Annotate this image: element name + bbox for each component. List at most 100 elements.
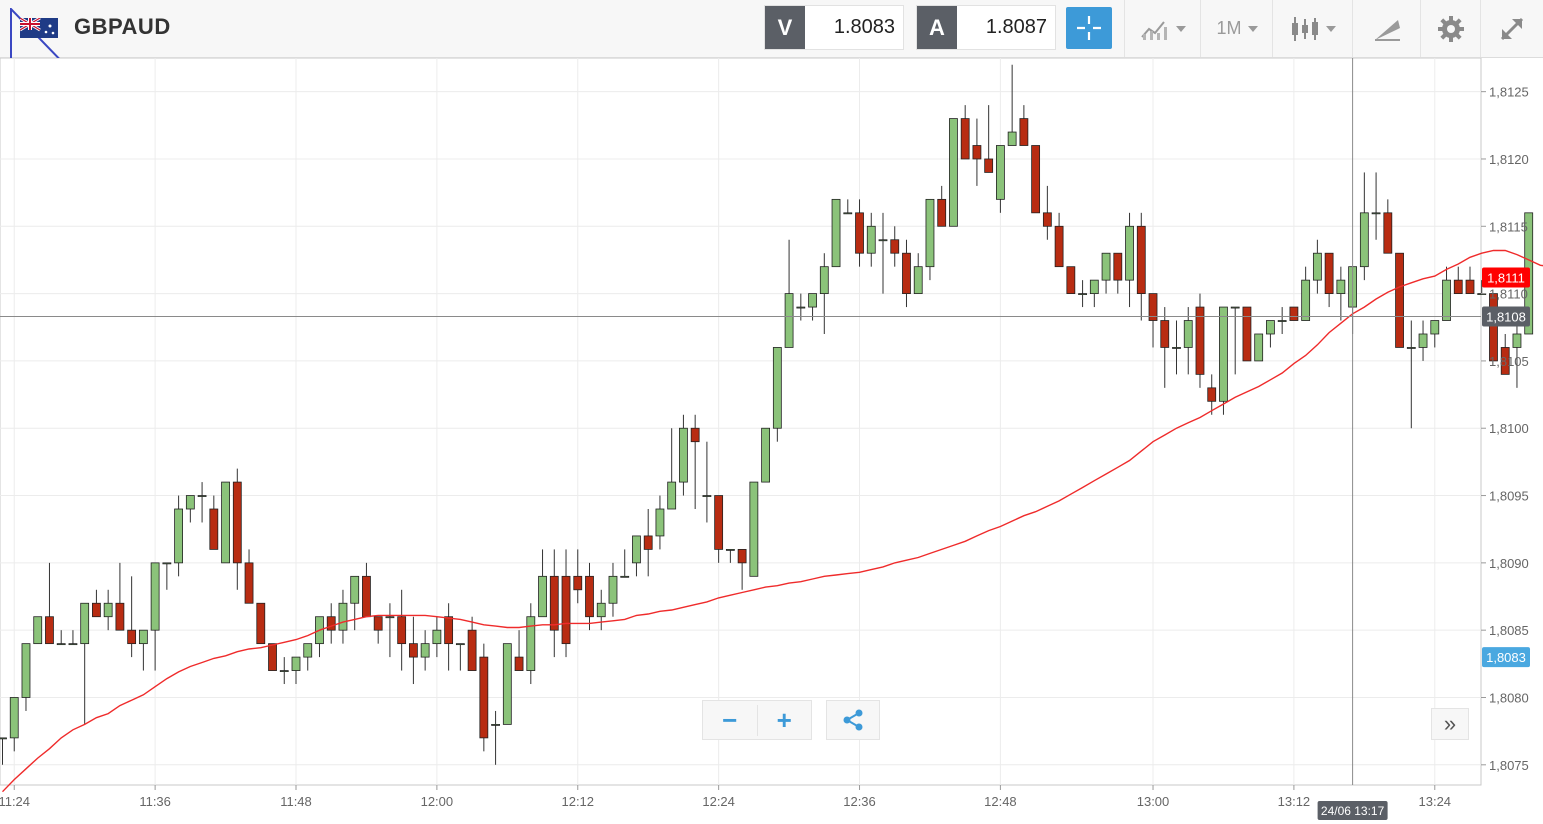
candle-body (1277, 320, 1287, 322)
x-tick-label: 13:12 (1278, 794, 1311, 809)
current-price-tag-bg (1482, 647, 1530, 668)
candle-body (843, 212, 853, 215)
candle-body (444, 616, 454, 645)
candle (749, 481, 759, 577)
candle-body (808, 293, 817, 308)
candle (608, 562, 618, 617)
candle (467, 616, 477, 671)
candle (385, 603, 395, 658)
candle (397, 589, 407, 671)
candle (831, 198, 841, 268)
candle (1207, 374, 1217, 415)
candle-body (150, 562, 160, 631)
candle-body (749, 481, 759, 577)
candle (1054, 212, 1064, 268)
share-button[interactable] (826, 700, 880, 740)
candle (1219, 306, 1228, 415)
candle (303, 643, 313, 671)
candle-body (1430, 320, 1440, 335)
candle-body (1406, 347, 1416, 349)
sell-price-box[interactable]: V 1.8083 (764, 5, 904, 50)
flag-icon (20, 18, 58, 38)
candle (679, 414, 688, 496)
candle-body (1442, 279, 1451, 321)
candle-body (667, 481, 677, 510)
candle (244, 549, 254, 604)
buy-price-box[interactable]: A 1.8087 (916, 5, 1056, 50)
minus-icon[interactable]: − (703, 704, 758, 736)
candle-body (902, 252, 911, 295)
candle-body (455, 643, 465, 646)
ma-price-tag-bg (1482, 267, 1530, 288)
candle-body (737, 548, 747, 564)
candle-body (761, 427, 770, 483)
candle (1489, 293, 1498, 362)
candle-body (338, 602, 348, 631)
candle-body (1336, 279, 1346, 295)
candle-body (643, 535, 653, 550)
chart-type-button[interactable] (1124, 0, 1201, 57)
candle (150, 562, 160, 671)
candle (197, 482, 207, 523)
scroll-to-latest-button[interactable]: » (1431, 708, 1469, 740)
drawing-tools-button[interactable] (1352, 0, 1421, 57)
candle-body (373, 616, 383, 631)
candle (127, 576, 137, 658)
candle-body (1324, 252, 1334, 295)
candle-body (1136, 225, 1146, 295)
candle-body (362, 575, 371, 618)
candle (561, 549, 571, 658)
candle-body (162, 562, 172, 565)
chevron-down-icon (1247, 25, 1258, 32)
candle-body (1125, 225, 1134, 281)
y-tick-label: 1,8120 (1489, 152, 1529, 167)
x-tick-label: 13:24 (1419, 794, 1452, 809)
candle (514, 630, 524, 671)
candle-body (33, 616, 43, 645)
candle-body (549, 575, 559, 631)
candle (761, 427, 770, 483)
candle (1383, 199, 1393, 254)
candle-body (1312, 252, 1322, 281)
candle-body (620, 575, 630, 578)
candle (1007, 64, 1017, 146)
candle-body (21, 643, 31, 698)
timeframe-button[interactable]: 1M (1200, 0, 1273, 57)
candle-style-button[interactable] (1272, 0, 1353, 57)
candle (972, 118, 982, 186)
candle (408, 616, 418, 685)
candlestick-chart[interactable]: 1,8111 1,8108 1,8083 24/06 13:17 1,8075 1,80… (0, 58, 1543, 824)
candle-body (0, 737, 7, 740)
candle-body (420, 643, 430, 658)
candle (1136, 212, 1146, 321)
x-tick-label: 12:00 (421, 794, 454, 809)
candle-body (1500, 347, 1510, 375)
candle-body (1172, 347, 1181, 349)
fullscreen-button[interactable] (1480, 0, 1543, 57)
candle (9, 697, 19, 752)
candle-body (1418, 333, 1428, 348)
candle (984, 105, 994, 173)
candle-body (1266, 320, 1275, 335)
candle-body (244, 562, 254, 604)
candle-body (303, 643, 313, 658)
candle-body (256, 602, 266, 645)
candle-body (9, 697, 19, 739)
crosshair-button[interactable] (1066, 7, 1112, 49)
sell-label: V (765, 6, 805, 49)
candle (620, 549, 630, 578)
settings-button[interactable] (1420, 0, 1481, 57)
candle (491, 710, 500, 765)
candle (479, 643, 489, 752)
candle-body (103, 602, 113, 618)
y-tick-label: 1,8100 (1489, 421, 1529, 436)
plus-icon[interactable]: + (776, 704, 792, 735)
candle-body (174, 508, 184, 564)
candle (996, 145, 1005, 213)
candle-body (878, 239, 888, 242)
candle-body (1066, 266, 1076, 295)
candle-body (350, 575, 360, 604)
candle-body (92, 602, 101, 618)
candle (1078, 280, 1087, 308)
candle-body (1383, 212, 1393, 254)
